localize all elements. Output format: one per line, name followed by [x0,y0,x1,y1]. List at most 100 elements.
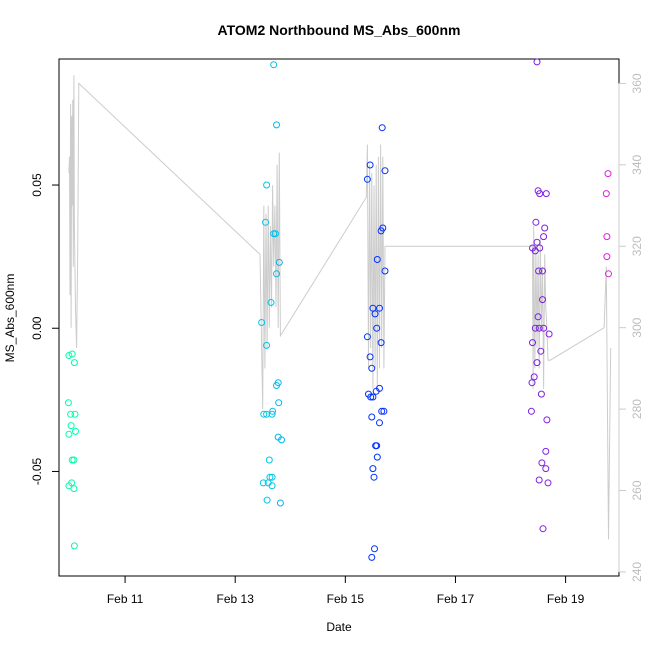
data-point [70,359,78,367]
data-point [65,352,73,359]
data-point [377,339,385,347]
data-point [369,393,377,401]
data-point [268,482,276,490]
data-point [377,227,385,235]
data-point [529,339,536,347]
data-point [67,410,75,418]
data-point [371,545,378,553]
data-point [267,299,275,306]
x-axis: Feb 11 Feb 13 Feb 15 Feb 17 Feb 19 [107,575,585,606]
data-point [68,350,76,358]
data-point [72,427,79,435]
data-point [543,416,551,424]
data-point [373,453,381,461]
data-point [535,476,543,484]
y-axis-label: MS_Abs_600nm [3,274,17,363]
data-point [378,124,386,132]
data-point [532,218,540,226]
data-point [537,347,545,355]
x-tick-label: Feb 11 [107,592,144,606]
data-point [65,430,73,438]
x-tick-label: Feb 19 [547,592,585,606]
data-point [270,61,278,69]
data-point [373,324,381,332]
data-point [268,410,276,418]
data-point [542,465,550,473]
data-point [378,407,386,415]
data-point [275,399,283,407]
data-point [71,410,79,418]
data-point [273,382,280,389]
data-point [540,324,548,332]
data-point [533,238,541,246]
data-point [527,407,535,415]
data-point [70,485,78,493]
data-point [531,247,539,255]
data-point [370,473,378,481]
data-point [368,364,376,372]
data-point [67,422,75,430]
y2-tick-label: 320 [630,236,644,256]
data-point [535,324,543,332]
data-point [369,465,377,473]
y-tick-label: 0.00 [30,316,44,340]
data-point [371,310,379,318]
data-point [539,296,546,304]
data-point [533,359,541,367]
y-axis-left: -0.05 0.00 0.05 [30,173,60,485]
data-point [368,413,376,421]
y-tick-label: 0.05 [30,173,44,197]
y-tick-label: -0.05 [30,457,44,485]
data-point [373,256,381,263]
data-point [541,224,549,232]
line-series-path [68,75,612,540]
data-point [260,410,268,418]
line-series [68,75,612,540]
y2-tick-label: 260 [630,480,644,500]
data-point [70,456,78,464]
data-point [70,542,78,550]
scatter-points [64,58,612,561]
data-point [536,190,544,198]
data-point [263,341,271,349]
data-point [268,473,276,481]
data-point [276,499,284,507]
y-axis-right: 240 260 280 300 320 340 360 [618,73,644,582]
data-point [258,319,266,326]
x-axis-label: Date [326,620,352,634]
data-point [602,190,610,198]
data-point [538,459,546,467]
data-point [605,270,612,278]
chart-title: ATOM2 Northbound MS_Abs_600nm [218,22,461,38]
data-point [381,167,389,175]
y2-tick-label: 300 [630,317,644,337]
data-point [363,333,371,341]
y2-tick-label: 280 [630,399,644,419]
data-point [273,270,280,278]
data-point [544,479,552,487]
x-tick-label: Feb 15 [327,592,365,606]
data-point [604,170,612,178]
data-point [545,330,553,338]
data-point [366,161,374,169]
data-point [372,387,380,395]
data-point [263,496,271,504]
x-tick-label: Feb 17 [437,592,475,606]
data-point [381,267,389,275]
data-point [542,447,550,455]
data-point [270,230,278,238]
data-point [262,218,269,226]
data-point [542,190,550,198]
data-point [376,304,383,312]
data-point [376,419,383,427]
data-point [64,399,72,407]
y2-tick-label: 240 [630,562,644,582]
data-point [540,233,548,241]
data-point [603,253,611,261]
data-point [367,393,375,401]
data-point [366,353,374,361]
data-point [259,479,267,487]
data-point [380,407,388,415]
data-point [373,442,381,450]
